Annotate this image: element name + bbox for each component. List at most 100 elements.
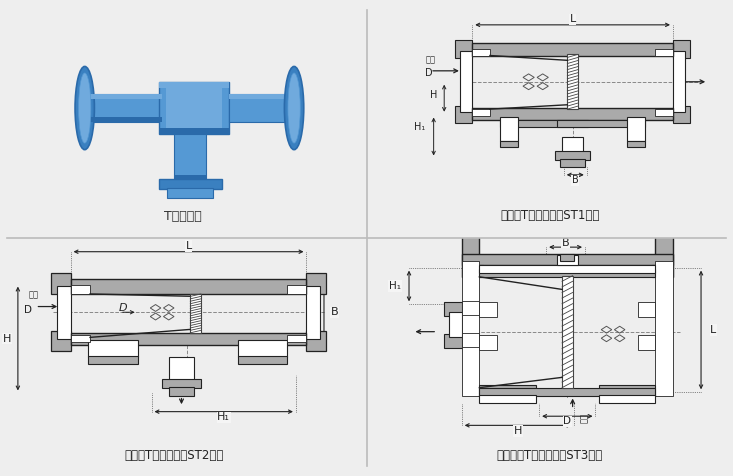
- Text: D: D: [564, 416, 571, 426]
- Text: H₁: H₁: [217, 412, 230, 422]
- Bar: [560, 254, 575, 261]
- Bar: [229, 94, 292, 122]
- Bar: [88, 357, 138, 364]
- Bar: [673, 51, 685, 112]
- Text: B: B: [331, 307, 339, 317]
- Bar: [627, 117, 645, 141]
- Bar: [567, 54, 578, 109]
- Text: H: H: [430, 90, 438, 100]
- Bar: [449, 312, 462, 337]
- Bar: [191, 294, 201, 333]
- Bar: [462, 301, 479, 315]
- Bar: [599, 386, 655, 396]
- Bar: [167, 188, 213, 198]
- Bar: [638, 302, 655, 317]
- Text: D: D: [24, 306, 32, 316]
- Bar: [174, 134, 206, 180]
- Bar: [85, 94, 162, 99]
- Text: H₁: H₁: [414, 122, 425, 132]
- Bar: [472, 49, 490, 56]
- Bar: [462, 333, 479, 347]
- Bar: [479, 266, 655, 273]
- Bar: [462, 266, 483, 277]
- Text: H: H: [514, 426, 523, 436]
- Text: D: D: [424, 68, 432, 79]
- Bar: [557, 255, 578, 266]
- Bar: [306, 273, 325, 294]
- Bar: [462, 139, 479, 277]
- Bar: [673, 106, 690, 123]
- Bar: [88, 340, 138, 357]
- Bar: [85, 117, 162, 122]
- Bar: [562, 276, 572, 387]
- Bar: [562, 137, 583, 152]
- Text: 流向: 流向: [425, 55, 435, 64]
- Ellipse shape: [78, 73, 91, 143]
- Bar: [472, 108, 673, 120]
- Bar: [444, 302, 462, 316]
- Text: L: L: [710, 325, 716, 335]
- Bar: [479, 386, 536, 396]
- Text: L: L: [185, 241, 191, 251]
- Bar: [673, 40, 690, 58]
- Bar: [306, 330, 325, 351]
- Bar: [462, 254, 673, 266]
- Text: B: B: [572, 175, 578, 185]
- Bar: [158, 82, 229, 89]
- Bar: [472, 43, 673, 56]
- Bar: [652, 266, 673, 277]
- Text: 流向: 流向: [29, 290, 39, 299]
- Bar: [287, 335, 306, 342]
- Bar: [655, 49, 673, 56]
- Bar: [169, 357, 194, 380]
- Bar: [479, 302, 497, 317]
- Text: H: H: [3, 334, 12, 344]
- Bar: [501, 141, 518, 148]
- Bar: [501, 120, 589, 127]
- Bar: [70, 279, 306, 294]
- Ellipse shape: [288, 73, 301, 143]
- Bar: [599, 395, 655, 403]
- Bar: [444, 334, 462, 347]
- Bar: [479, 335, 497, 350]
- Text: D: D: [119, 303, 128, 313]
- Bar: [70, 333, 306, 346]
- Ellipse shape: [284, 67, 303, 149]
- Bar: [306, 286, 320, 338]
- Ellipse shape: [75, 67, 95, 149]
- Bar: [51, 330, 70, 351]
- Bar: [51, 273, 70, 294]
- Bar: [70, 285, 90, 294]
- Bar: [70, 335, 90, 342]
- Text: 流向: 流向: [580, 413, 589, 423]
- Bar: [479, 387, 655, 396]
- Bar: [158, 128, 229, 134]
- Bar: [56, 286, 70, 338]
- Text: T型过滤器: T型过滤器: [164, 210, 202, 223]
- Bar: [462, 261, 479, 396]
- Bar: [454, 106, 472, 123]
- Bar: [166, 86, 222, 130]
- Text: B: B: [561, 238, 570, 248]
- Bar: [85, 94, 162, 122]
- Bar: [560, 159, 585, 167]
- Bar: [229, 94, 292, 99]
- Bar: [454, 40, 472, 58]
- Bar: [627, 141, 645, 148]
- Text: 折流式T型过滤器（ST2型）: 折流式T型过滤器（ST2型）: [125, 448, 224, 462]
- Bar: [174, 175, 206, 180]
- Bar: [158, 179, 222, 189]
- Bar: [655, 109, 673, 116]
- Bar: [237, 357, 287, 364]
- Bar: [501, 117, 518, 141]
- Text: 反折流式T型过滤器（ST3型）: 反折流式T型过滤器（ST3型）: [497, 448, 603, 462]
- Bar: [557, 120, 645, 127]
- Bar: [555, 151, 590, 159]
- Bar: [655, 139, 673, 277]
- Bar: [479, 395, 536, 403]
- Bar: [655, 261, 673, 396]
- Text: 直通式T型过滤器（ST1型）: 直通式T型过滤器（ST1型）: [500, 209, 600, 222]
- Bar: [169, 387, 194, 396]
- Bar: [158, 82, 229, 134]
- Bar: [638, 335, 655, 350]
